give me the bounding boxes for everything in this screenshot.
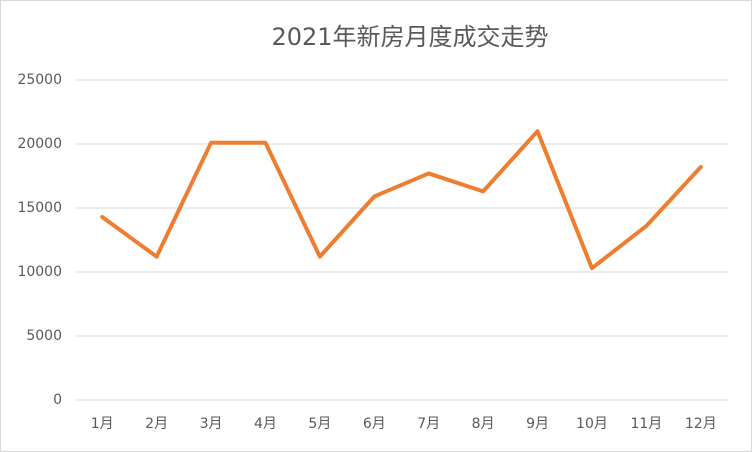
x-tick-label: 10月	[576, 416, 608, 432]
y-tick-label: 0	[53, 392, 62, 408]
x-tick-label: 2月	[145, 416, 168, 432]
x-tick-label: 7月	[417, 416, 440, 432]
data-line	[100, 129, 703, 271]
x-tick-label: 11月	[630, 416, 662, 432]
x-tick-label: 4月	[254, 416, 277, 432]
x-tick-label: 6月	[363, 416, 386, 432]
x-tick-label: 8月	[472, 416, 495, 432]
x-tick-label: 9月	[526, 416, 549, 432]
y-tick-label: 15000	[17, 200, 62, 216]
y-tick-label: 20000	[17, 136, 62, 152]
y-tick-label: 25000	[17, 72, 62, 88]
y-tick-label: 10000	[17, 264, 62, 280]
x-tick-label: 1月	[91, 416, 114, 432]
chart-title: 2021年新房月度成交走势	[271, 23, 548, 51]
x-tick-label: 5月	[308, 416, 331, 432]
y-tick-label: 5000	[26, 328, 62, 344]
x-tick-label: 3月	[200, 416, 223, 432]
x-tick-label: 12月	[685, 416, 717, 432]
